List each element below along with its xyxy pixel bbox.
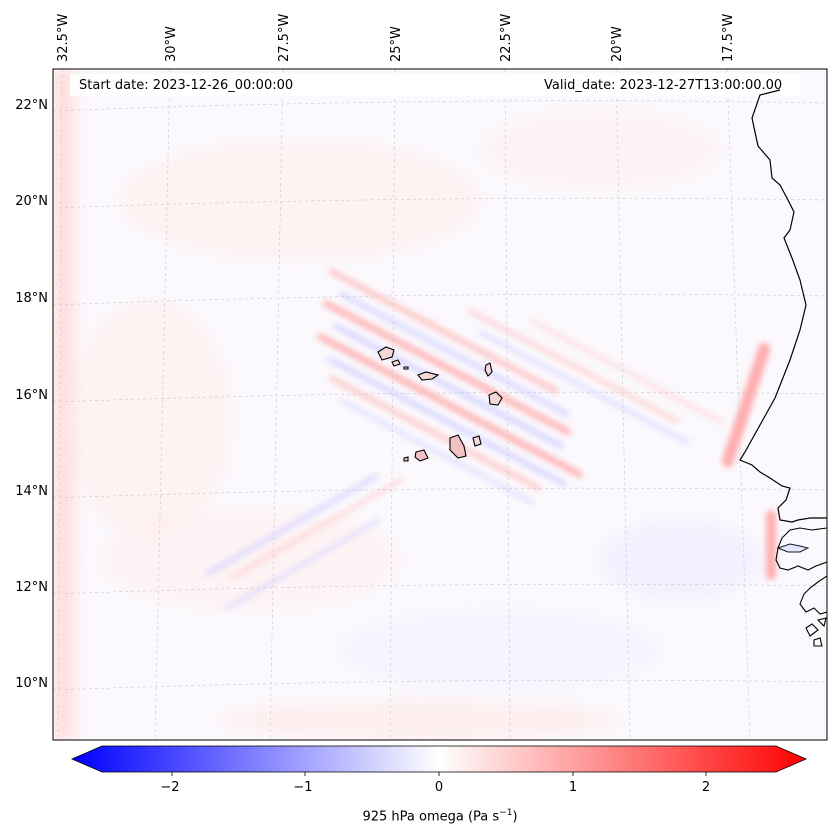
colorbar (70, 745, 808, 776)
colorbar-label: 925 hPa omega (Pa s−1) (362, 808, 518, 825)
colorbar-tick-neg1: −1 (293, 780, 313, 795)
santiago (449, 434, 467, 459)
africa-coastline (739, 89, 827, 523)
lat-label-18n: 18°N (15, 291, 48, 306)
cape-verde-islands (377, 346, 503, 462)
colorbar-tick-0: 0 (434, 780, 444, 795)
lat-label-12n: 12°N (15, 580, 48, 595)
start-date-annotation: Start date: 2023-12-26_00:00:00 (79, 78, 294, 93)
senegal-coast-south (775, 527, 827, 571)
maio (472, 435, 482, 447)
sao-vicente (391, 359, 401, 367)
omega-field (53, 69, 760, 740)
fogo (414, 449, 429, 462)
santa-luzia (403, 366, 409, 370)
wave-streaks (204, 268, 776, 611)
lat-label-16n: 16°N (15, 388, 48, 403)
lat-label-22n: 22°N (15, 98, 48, 113)
boa-vista (488, 391, 503, 406)
guinea-coast (799, 575, 827, 615)
colorbar-tick-neg2: −2 (160, 780, 180, 795)
islands-south (805, 617, 827, 647)
colorbar-tick-1: 1 (568, 780, 578, 795)
map-frame (52, 68, 828, 741)
lat-label-20n: 20°N (15, 194, 48, 209)
colorbar-tick-2: 2 (701, 780, 711, 795)
valid-date-annotation: Valid_date: 2023-12-27T13:00:00.00 (544, 78, 783, 93)
brava (403, 456, 409, 462)
lat-label-10n: 10°N (15, 676, 48, 691)
sal (484, 362, 493, 377)
sao-nicolau (417, 371, 440, 381)
lat-label-14n: 14°N (15, 484, 48, 499)
gridlines (53, 69, 827, 740)
gambia-outline (776, 543, 810, 553)
santo-antao (377, 346, 395, 361)
